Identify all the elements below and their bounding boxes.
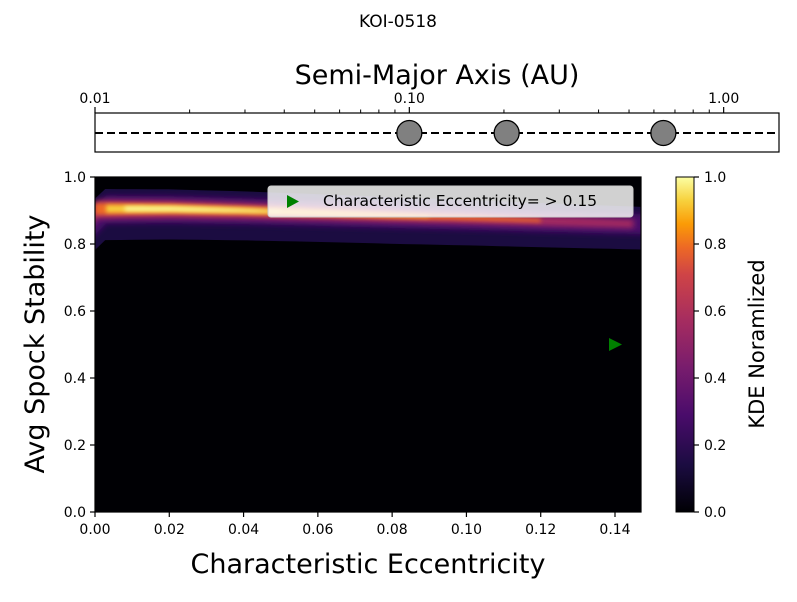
legend-marker-icon — [287, 195, 299, 208]
kde-tick-group: 0.00 0.02 0.04 0.06 0.08 0.10 0.12 0.14 0.0 0.2 0.… — [64, 170, 631, 538]
x-tick-label: 0.00 — [79, 522, 110, 538]
orbit-panel: Semi-Major Axis (AU) 0.01 0.10 1.00 — [79, 60, 780, 153]
colorbar-tick-label: 0.0 — [704, 505, 726, 521]
x-tick-label: 0.10 — [451, 522, 482, 538]
colorbar-tick-label: 0.6 — [704, 304, 726, 320]
y-tick-label: 0.2 — [64, 438, 86, 454]
colorbar-gradient — [675, 176, 695, 513]
kde-band-peak — [124, 206, 281, 212]
y-tick-label: 0.8 — [64, 237, 86, 253]
planet-marker — [396, 119, 423, 147]
legend-box — [267, 185, 634, 218]
colorbar-tick-label: 0.8 — [704, 237, 726, 253]
planet-group — [396, 119, 677, 147]
kde-panel: 0.00 0.02 0.04 0.06 0.08 0.10 0.12 0.14 0.0 0.2 0.… — [20, 170, 642, 580]
x-tick-label: 0.12 — [525, 522, 556, 538]
planet-marker — [650, 119, 677, 147]
y-tick-label: 0.4 — [64, 371, 86, 387]
colorbar-tick-label: 1.0 — [704, 170, 726, 186]
x-tick-label: 0.04 — [228, 522, 259, 538]
orbit-tick-label: 0.10 — [394, 91, 425, 107]
y-tick-label: 1.0 — [64, 170, 86, 186]
eccentricity-marker — [609, 338, 622, 351]
legend-label: Characteristic Eccentricity= > 0.15 — [323, 192, 597, 210]
colorbar-tick-group: 0.0 0.2 0.4 0.6 0.8 1.0 — [694, 170, 726, 521]
planet-marker — [493, 119, 520, 147]
orbit-axis-title: Semi-Major Axis (AU) — [295, 60, 580, 91]
orbit-tick-group: 0.01 0.10 1.00 — [79, 91, 739, 113]
figure-title: KOI-0518 — [359, 12, 437, 32]
orbit-tick-label: 0.01 — [79, 91, 110, 107]
x-axis-label: Characteristic Eccentricity — [191, 549, 546, 580]
x-tick-label: 0.14 — [599, 522, 630, 538]
colorbar-tick-label: 0.4 — [704, 371, 726, 387]
y-tick-label: 0.6 — [64, 304, 86, 320]
orbit-tick-label: 1.00 — [708, 91, 739, 107]
colorbar-label: KDE Noramlized — [745, 259, 769, 428]
orbit-panel-frame — [94, 112, 780, 153]
colorbar-tick-label: 0.2 — [704, 438, 726, 454]
x-tick-label: 0.02 — [154, 522, 185, 538]
y-tick-label: 0.0 — [64, 505, 86, 521]
colorbar: 0.0 0.2 0.4 0.6 0.8 1.0 KDE Noramlized — [675, 170, 769, 521]
x-tick-label: 0.06 — [302, 522, 333, 538]
y-axis-label: Avg Spock Stability — [20, 215, 51, 474]
legend: Characteristic Eccentricity= > 0.15 — [267, 185, 634, 218]
x-tick-label: 0.08 — [377, 522, 408, 538]
kde-panel-frame — [94, 176, 642, 513]
